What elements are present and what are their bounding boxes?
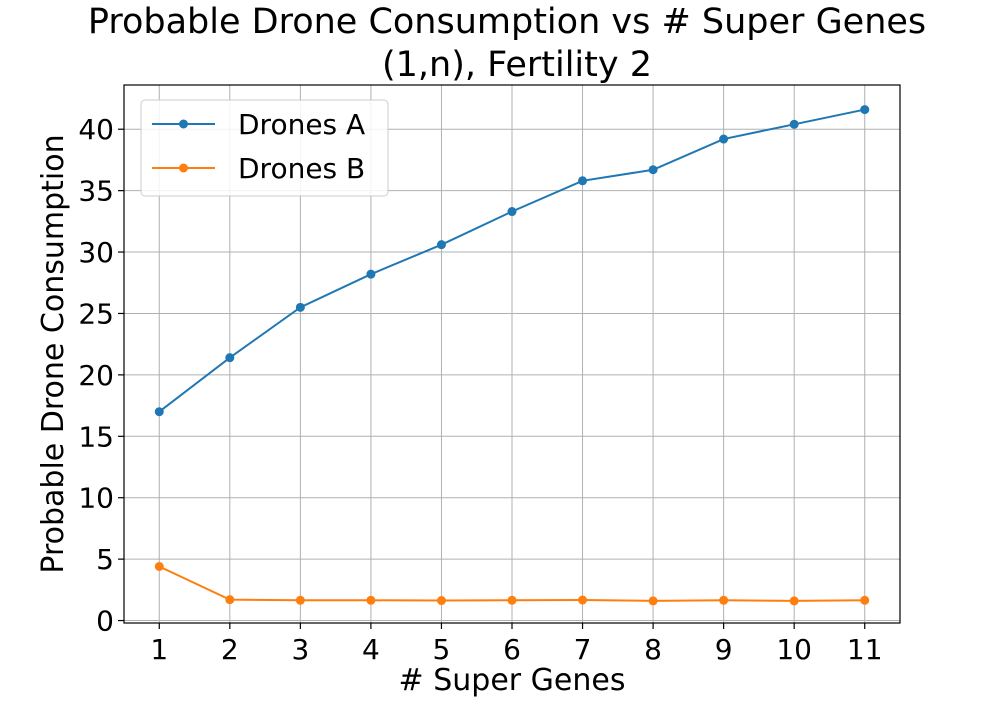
data-point [436,240,446,250]
x-tick-label: 2 [221,633,239,666]
data-point [436,596,446,606]
x-tick-label: 4 [362,633,380,666]
x-tick-label: 8 [644,633,662,666]
y-tick-label: 5 [96,543,114,576]
data-point [225,595,235,605]
y-axis-label: Probable Drone Consumption [36,134,71,573]
data-point [719,134,729,144]
series-drones-b [154,561,870,606]
y-tick-label: 0 [96,605,114,638]
legend-label: Drones B [238,152,365,185]
data-point [648,596,658,606]
data-point [578,595,588,605]
y-tick-label: 35 [78,175,114,208]
y-tick-label: 10 [78,482,114,515]
y-tick-label: 15 [78,420,114,453]
data-point [789,119,799,129]
x-tick-label: 9 [715,633,733,666]
x-tick-label: 7 [574,633,592,666]
data-point [860,595,870,605]
x-tick-label: 6 [503,633,521,666]
grid [124,85,900,623]
data-point [366,269,376,279]
x-tick-label: 11 [847,633,883,666]
x-tick-label: 5 [433,633,451,666]
data-point [789,596,799,606]
legend-marker [179,163,188,173]
legend: Drones A Drones B [140,99,389,197]
chart-subtitle: (1,n), Fertility 2 [382,45,652,85]
x-tick-label: 1 [150,633,168,666]
data-point [507,207,517,217]
axis-ticks: 1 2 3 4 5 6 7 8 9 10 11 0 5 10 15 20 25 30 35 40 [78,113,882,666]
x-tick-label: 3 [291,633,309,666]
data-point [225,353,235,363]
data-point [648,165,658,175]
series-drones-a [154,105,870,417]
x-tick-label: 10 [776,633,812,666]
y-tick-label: 40 [78,113,114,146]
data-point [719,595,729,605]
data-point [154,407,164,417]
x-axis-label: # Super Genes [399,663,626,698]
y-tick-label: 20 [78,359,114,392]
y-tick-label: 30 [78,236,114,269]
legend-label: Drones A [238,108,365,141]
data-point [578,176,588,186]
legend-marker [179,119,188,129]
data-point [507,595,517,605]
data-point [860,105,870,115]
y-tick-label: 25 [78,297,114,330]
series-group [154,105,870,606]
data-point [366,595,376,605]
chart-title: Probable Drone Consumption vs # Super Ge… [88,2,926,42]
data-point [154,561,164,571]
data-point [295,595,305,605]
data-point [295,302,305,312]
